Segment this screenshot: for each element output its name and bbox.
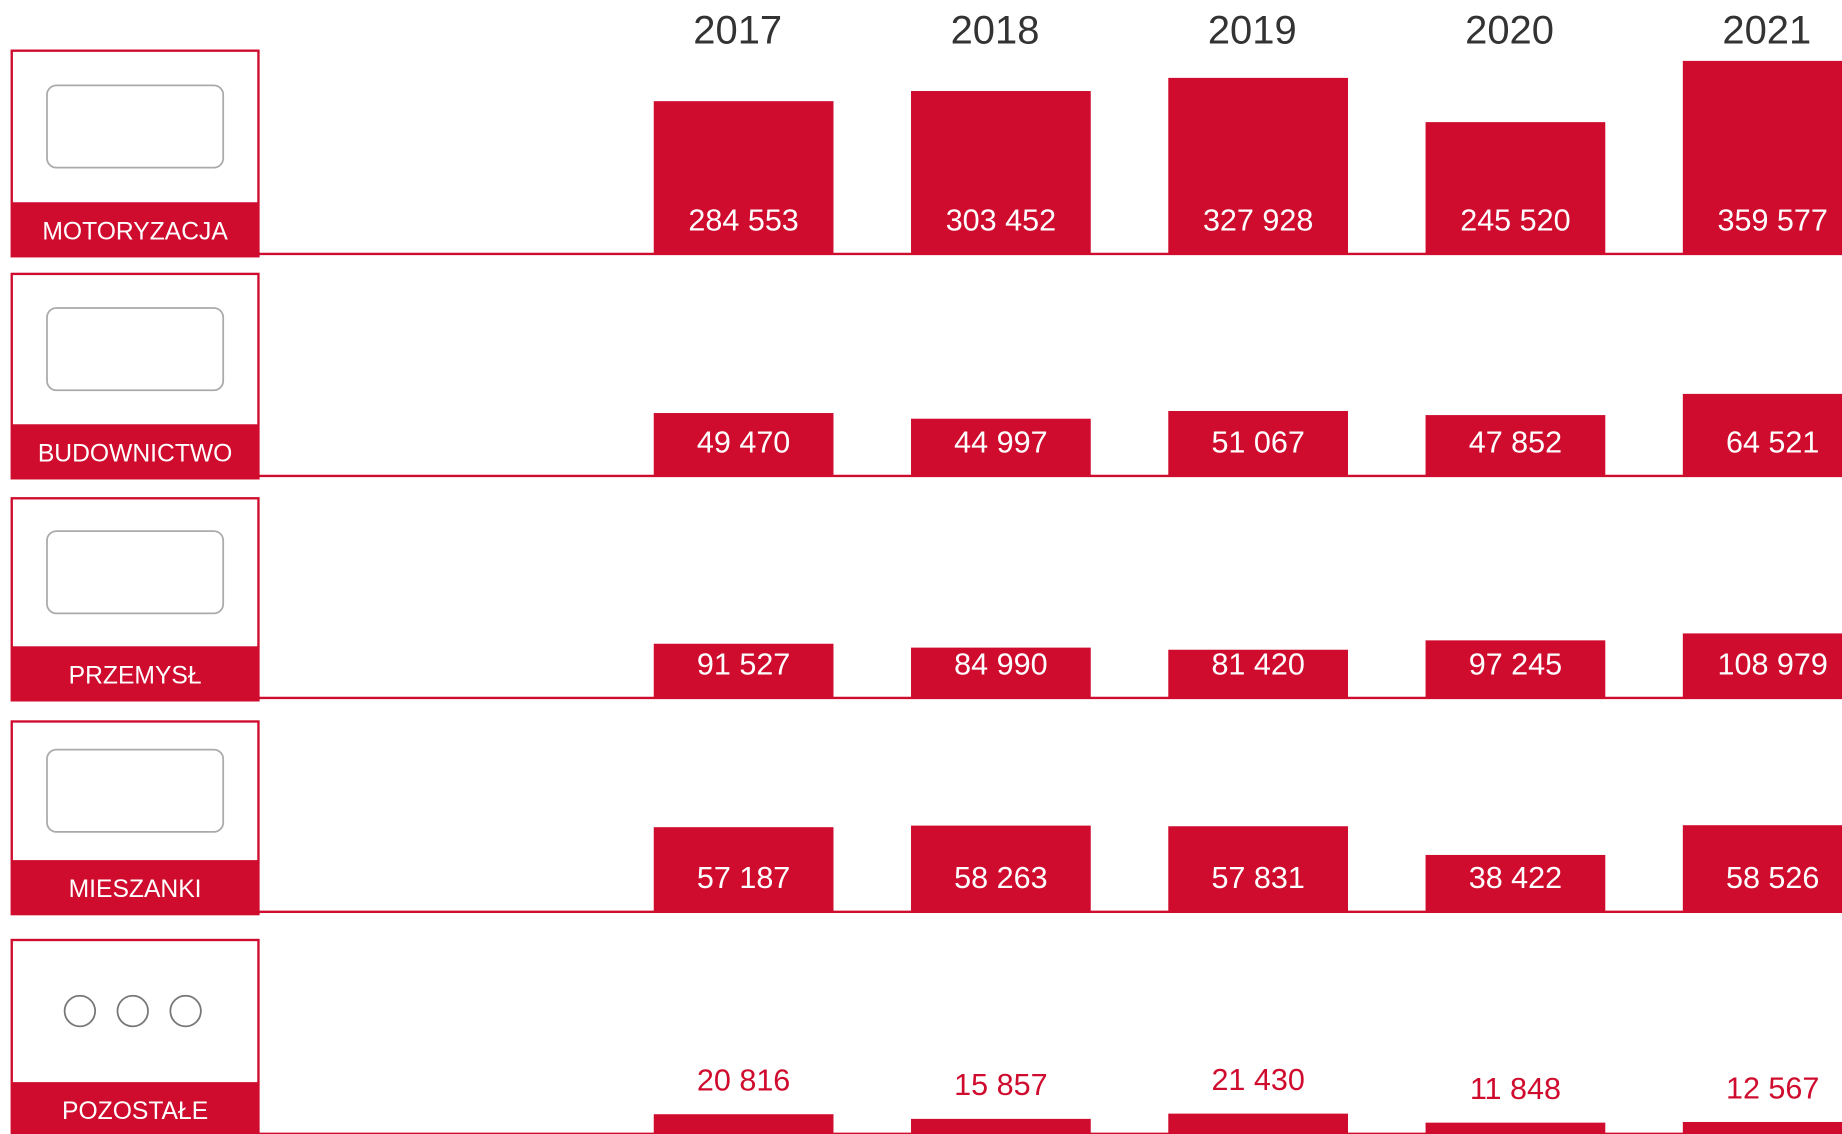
value-label: 21 430	[1211, 1063, 1304, 1097]
category-label: MIESZANKI	[69, 876, 202, 903]
bar	[911, 647, 1091, 698]
bar	[1168, 1113, 1349, 1134]
bar	[653, 101, 834, 254]
value-label: 58 263	[954, 861, 1047, 895]
value-label: 44 997	[954, 425, 1047, 459]
value-label: 58 526	[1726, 861, 1819, 895]
x-tick-label: 2020	[1465, 9, 1554, 53]
value-label: 64 521	[1726, 425, 1819, 459]
bar	[911, 418, 1091, 476]
value-label: 47 852	[1469, 425, 1562, 459]
bar	[653, 1114, 834, 1134]
bar	[1425, 640, 1606, 698]
value-label: 91 527	[697, 647, 790, 681]
bar	[1682, 633, 1842, 698]
bar	[911, 825, 1091, 912]
value-label: 12 567	[1726, 1071, 1819, 1105]
icon	[46, 307, 225, 392]
icon-dot	[116, 994, 149, 1028]
bar	[911, 1118, 1091, 1134]
value-label: 49 470	[697, 425, 790, 459]
icon	[46, 84, 225, 169]
bar	[1682, 60, 1842, 254]
icon-dot	[63, 994, 97, 1028]
value-label: 38 422	[1469, 861, 1562, 895]
value-label: 20 816	[697, 1064, 790, 1098]
x-tick-label: 2021	[1722, 9, 1811, 53]
value-label: 97 245	[1469, 647, 1562, 681]
bar	[653, 413, 834, 476]
value-label: 303 452	[946, 203, 1056, 237]
bar	[1425, 854, 1606, 912]
category-band	[11, 202, 259, 257]
bar	[1425, 122, 1606, 254]
value-label: 57 831	[1211, 861, 1304, 895]
category-band	[11, 860, 259, 915]
category-band	[11, 646, 259, 701]
icon	[46, 530, 225, 615]
bar	[1168, 410, 1349, 476]
bar	[1682, 825, 1842, 912]
icon-dot	[169, 994, 202, 1028]
value-label: 15 857	[954, 1068, 1047, 1102]
value-label: 108 979	[1718, 647, 1828, 681]
value-label: 51 067	[1211, 425, 1304, 459]
category-band	[11, 424, 259, 479]
value-label: 81 420	[1211, 647, 1304, 681]
category-label: MOTORYZACJA	[42, 218, 228, 245]
bar	[653, 827, 834, 912]
value-label: 84 990	[954, 647, 1047, 681]
value-label: 359 577	[1718, 203, 1828, 237]
bar	[1682, 1121, 1842, 1134]
category-band	[11, 1082, 259, 1134]
bar	[1168, 649, 1349, 698]
category-label: PRZEMYSŁ	[69, 662, 202, 689]
x-tick-label: 2018	[951, 9, 1040, 53]
bar	[1168, 77, 1349, 254]
x-tick-label: 2017	[693, 9, 782, 53]
bar	[653, 643, 834, 698]
x-tick-label: 2019	[1208, 9, 1297, 53]
category-label: POZOSTAŁE	[62, 1098, 208, 1125]
category-label: BUDOWNICTWO	[38, 440, 232, 467]
bar	[1682, 393, 1842, 476]
bar	[911, 91, 1091, 254]
icon	[46, 748, 225, 833]
bar	[1168, 826, 1349, 912]
bar	[1425, 1122, 1606, 1134]
value-label: 11 848	[1470, 1072, 1561, 1106]
bar	[1425, 415, 1606, 476]
value-label: 284 553	[688, 203, 798, 237]
value-label: 57 187	[697, 861, 790, 895]
value-label: 327 928	[1203, 203, 1313, 237]
value-label: 245 520	[1460, 203, 1570, 237]
